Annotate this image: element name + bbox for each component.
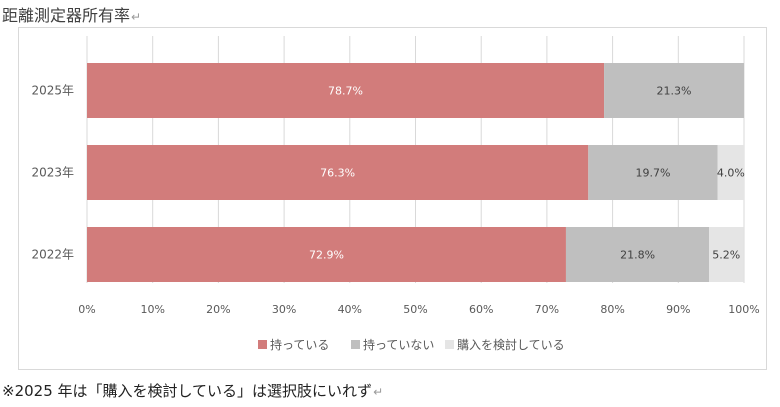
bar-segment xyxy=(87,227,566,282)
bar-segment xyxy=(588,145,718,200)
return-mark-icon: ↵ xyxy=(131,10,142,24)
chart-title: 距離測定器所有率↵ xyxy=(2,6,142,25)
legend-entry: 持っている xyxy=(270,337,329,352)
data-label: 19.7% xyxy=(636,167,671,180)
legend-entry: 購入を検討している xyxy=(457,337,565,352)
data-label: 4.0% xyxy=(717,167,745,180)
y-category-label: 2022年 xyxy=(31,248,74,262)
bar-segment xyxy=(717,145,744,200)
bar-segment xyxy=(709,227,744,282)
data-label: 21.8% xyxy=(620,249,655,262)
stacked-bar-chart: 0% 10% 20% 30% 40% 50% 60% 70% 80% 90% 100% 2025年 78… xyxy=(31,36,760,352)
return-mark-icon: ↵ xyxy=(373,385,384,399)
x-tick-label: 10% xyxy=(140,303,164,316)
footnote: ※2025 年は「購入を検討している」は選択肢にいれず↵ xyxy=(2,382,384,400)
x-tick-label: 0% xyxy=(78,303,95,316)
bar-segment xyxy=(604,63,744,118)
data-label: 21.3% xyxy=(657,85,692,98)
x-tick-label: 80% xyxy=(600,303,624,316)
x-tick-label: 60% xyxy=(469,303,493,316)
bar-segment xyxy=(87,145,589,200)
data-label: 76.3% xyxy=(320,167,355,180)
x-tick-label: 100% xyxy=(728,303,759,316)
chart-frame: 0% 10% 20% 30% 40% 50% 60% 70% 80% 90% 100% 2025年 78… xyxy=(18,27,767,370)
legend-swatch xyxy=(351,340,360,349)
y-category-label: 2025年 xyxy=(31,84,74,98)
x-tick-label: 50% xyxy=(403,303,427,316)
x-tick-label: 30% xyxy=(272,303,296,316)
x-tick-label: 90% xyxy=(666,303,690,316)
data-label: 5.2% xyxy=(712,249,740,262)
legend-entry: 持っていない xyxy=(363,337,434,352)
x-tick-label: 70% xyxy=(535,303,559,316)
legend-swatch xyxy=(445,340,454,349)
legend-swatch xyxy=(258,340,267,349)
bar-segment xyxy=(87,63,605,118)
x-tick-label: 40% xyxy=(338,303,362,316)
y-category-label: 2023年 xyxy=(31,166,74,180)
x-tick-label: 20% xyxy=(206,303,230,316)
data-label: 72.9% xyxy=(309,249,344,262)
data-label: 78.7% xyxy=(328,85,363,98)
bar-segment xyxy=(565,227,710,282)
